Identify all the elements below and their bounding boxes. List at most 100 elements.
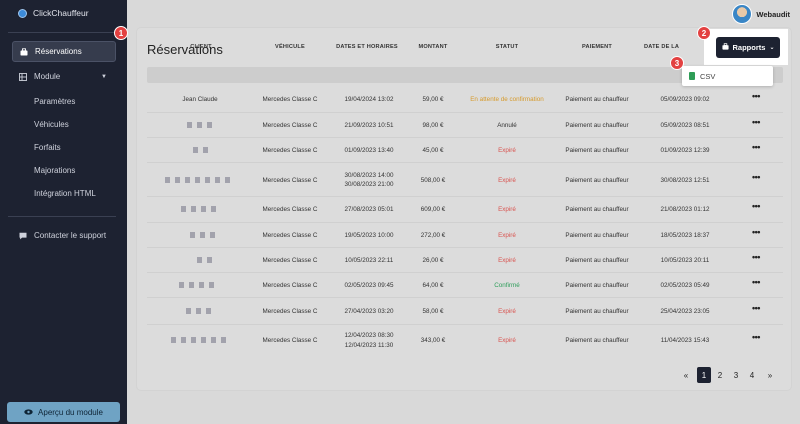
row-divider [147,272,783,273]
cell-created: 25/04/2023 23:05 [660,308,710,315]
client-name-blurred [181,206,216,212]
cell-payment: Paiement au chauffeur [565,257,629,264]
column-header-amount[interactable]: MONTANT [418,44,448,50]
sidebar-item-vehicules[interactable]: Véhicules [34,120,69,129]
sidebar-item-reservations[interactable]: Réservations [12,41,116,62]
sidebar-item-majorations[interactable]: Majorations [34,166,76,175]
cell-payment: Paiement au chauffeur [565,282,629,289]
reports-button-label: Rapports [732,43,766,52]
column-header-client[interactable]: CLIENT [190,44,212,50]
divider [8,32,116,33]
dropdown-item-csv[interactable]: CSV [700,71,716,81]
client-name-blurred [190,232,215,238]
sidebar: ClickChauffeur Réservations Module ▼ Par… [0,0,127,424]
column-header-vehicle[interactable]: VÉHICULE [275,44,305,50]
row-actions-button[interactable]: ••• [752,91,760,101]
cell-vehicle: Mercedes Classe C [262,177,318,184]
sidebar-item-forfaits[interactable]: Forfaits [34,143,61,152]
cell-created: 21/08/2023 01:12 [660,206,710,213]
row-divider [147,324,783,325]
row-actions-button[interactable]: ••• [752,332,760,342]
cell-date: 21/09/2023 10:51 [344,122,394,129]
cell-payment: Paiement au chauffeur [565,177,629,184]
status-badge: Expiré [498,232,516,239]
pagination-next[interactable]: » [767,370,773,380]
cell-amount: 59,00 € [422,96,444,103]
reports-button[interactable]: Rapports ⌄ [716,37,780,58]
row-actions-button[interactable]: ••• [752,252,760,262]
row-actions-button[interactable]: ••• [752,201,760,211]
cell-amount: 508,00 € [420,177,446,184]
client-name-blurred [179,282,214,288]
cell-created: 05/09/2023 08:51 [660,122,710,129]
briefcase-icon [20,47,28,56]
pagination-page-4[interactable]: 4 [749,370,755,380]
cell-payment: Paiement au chauffeur [565,232,629,239]
row-actions-button[interactable]: ••• [752,172,760,182]
cell-created: 01/09/2023 12:39 [660,147,710,154]
column-header-payment[interactable]: PAIEMENT [581,44,613,50]
cell-date: 30/08/2023 14:00 [344,172,394,179]
row-actions-button[interactable]: ••• [752,303,760,313]
row-divider [147,112,783,113]
row-divider [147,137,783,138]
cell-payment: Paiement au chauffeur [565,147,629,154]
sidebar-item-label: Réservations [35,47,82,56]
cell-date-end: 30/08/2023 21:00 [344,181,394,188]
row-divider [147,247,783,248]
cell-created: 10/05/2023 20:11 [660,257,710,264]
cell-amount: 609,00 € [420,206,446,213]
user-menu[interactable]: Webaudit [732,4,790,24]
sidebar-item-module[interactable]: Module ▼ [12,66,116,87]
sidebar-item-parametres[interactable]: Paramètres [34,97,76,106]
grid-icon [19,72,27,81]
pagination-page-3[interactable]: 3 [733,370,739,380]
pagination-page-2[interactable]: 2 [717,370,723,380]
status-badge: Confirmé [494,282,520,289]
cell-amount: 26,00 € [422,257,444,264]
status-badge: Annulé [497,122,517,129]
cell-created: 11/04/2023 15:43 [660,337,710,344]
status-badge: Expiré [498,177,516,184]
divider [8,216,116,217]
client-name-blurred [165,177,230,183]
cell-payment: Paiement au chauffeur [565,206,629,213]
cell-client: Jean Claude [182,96,218,103]
column-header-dates[interactable]: DATES ET HORAIRES [336,44,398,50]
brand[interactable]: ClickChauffeur [18,8,89,18]
cell-amount: 45,00 € [422,147,444,154]
table-header [147,67,783,83]
sidebar-item-support[interactable]: Contacter le support [12,225,116,246]
pagination-page-1[interactable]: 1 [697,367,711,383]
reports-dropdown: CSV [682,66,773,86]
cell-vehicle: Mercedes Classe C [262,147,318,154]
column-header-status[interactable]: STATUT [495,44,519,50]
status-badge: Expiré [498,147,516,154]
row-actions-button[interactable]: ••• [752,277,760,287]
spreadsheet-icon [689,72,695,80]
cell-date: 01/09/2023 13:40 [344,147,394,154]
cell-payment: Paiement au chauffeur [565,96,629,103]
cell-payment: Paiement au chauffeur [565,337,629,344]
cell-date: 27/04/2023 03:20 [344,308,394,315]
column-header-created[interactable]: DATE DE LA [644,44,680,50]
status-badge: Expiré [498,308,516,315]
row-actions-button[interactable]: ••• [752,117,760,127]
cell-amount: 98,00 € [422,122,444,129]
cell-date: 19/04/2024 13:02 [344,96,394,103]
cell-vehicle: Mercedes Classe C [262,257,318,264]
cell-amount: 64,00 € [422,282,444,289]
cell-vehicle: Mercedes Classe C [262,232,318,239]
row-actions-button[interactable]: ••• [752,142,760,152]
cell-date: 02/05/2023 09:45 [344,282,394,289]
cell-created: 18/05/2023 18:37 [660,232,710,239]
step-marker-1: 1 [114,26,128,40]
sidebar-item-integration-html[interactable]: Intégration HTML [34,189,96,198]
page-title: Réservations [147,42,223,57]
client-name-blurred [187,122,212,128]
briefcase-icon [721,43,729,52]
module-preview-button[interactable]: Aperçu du module [7,402,120,422]
cell-vehicle: Mercedes Classe C [262,282,318,289]
pagination-prev[interactable]: « [683,370,689,380]
row-actions-button[interactable]: ••• [752,227,760,237]
